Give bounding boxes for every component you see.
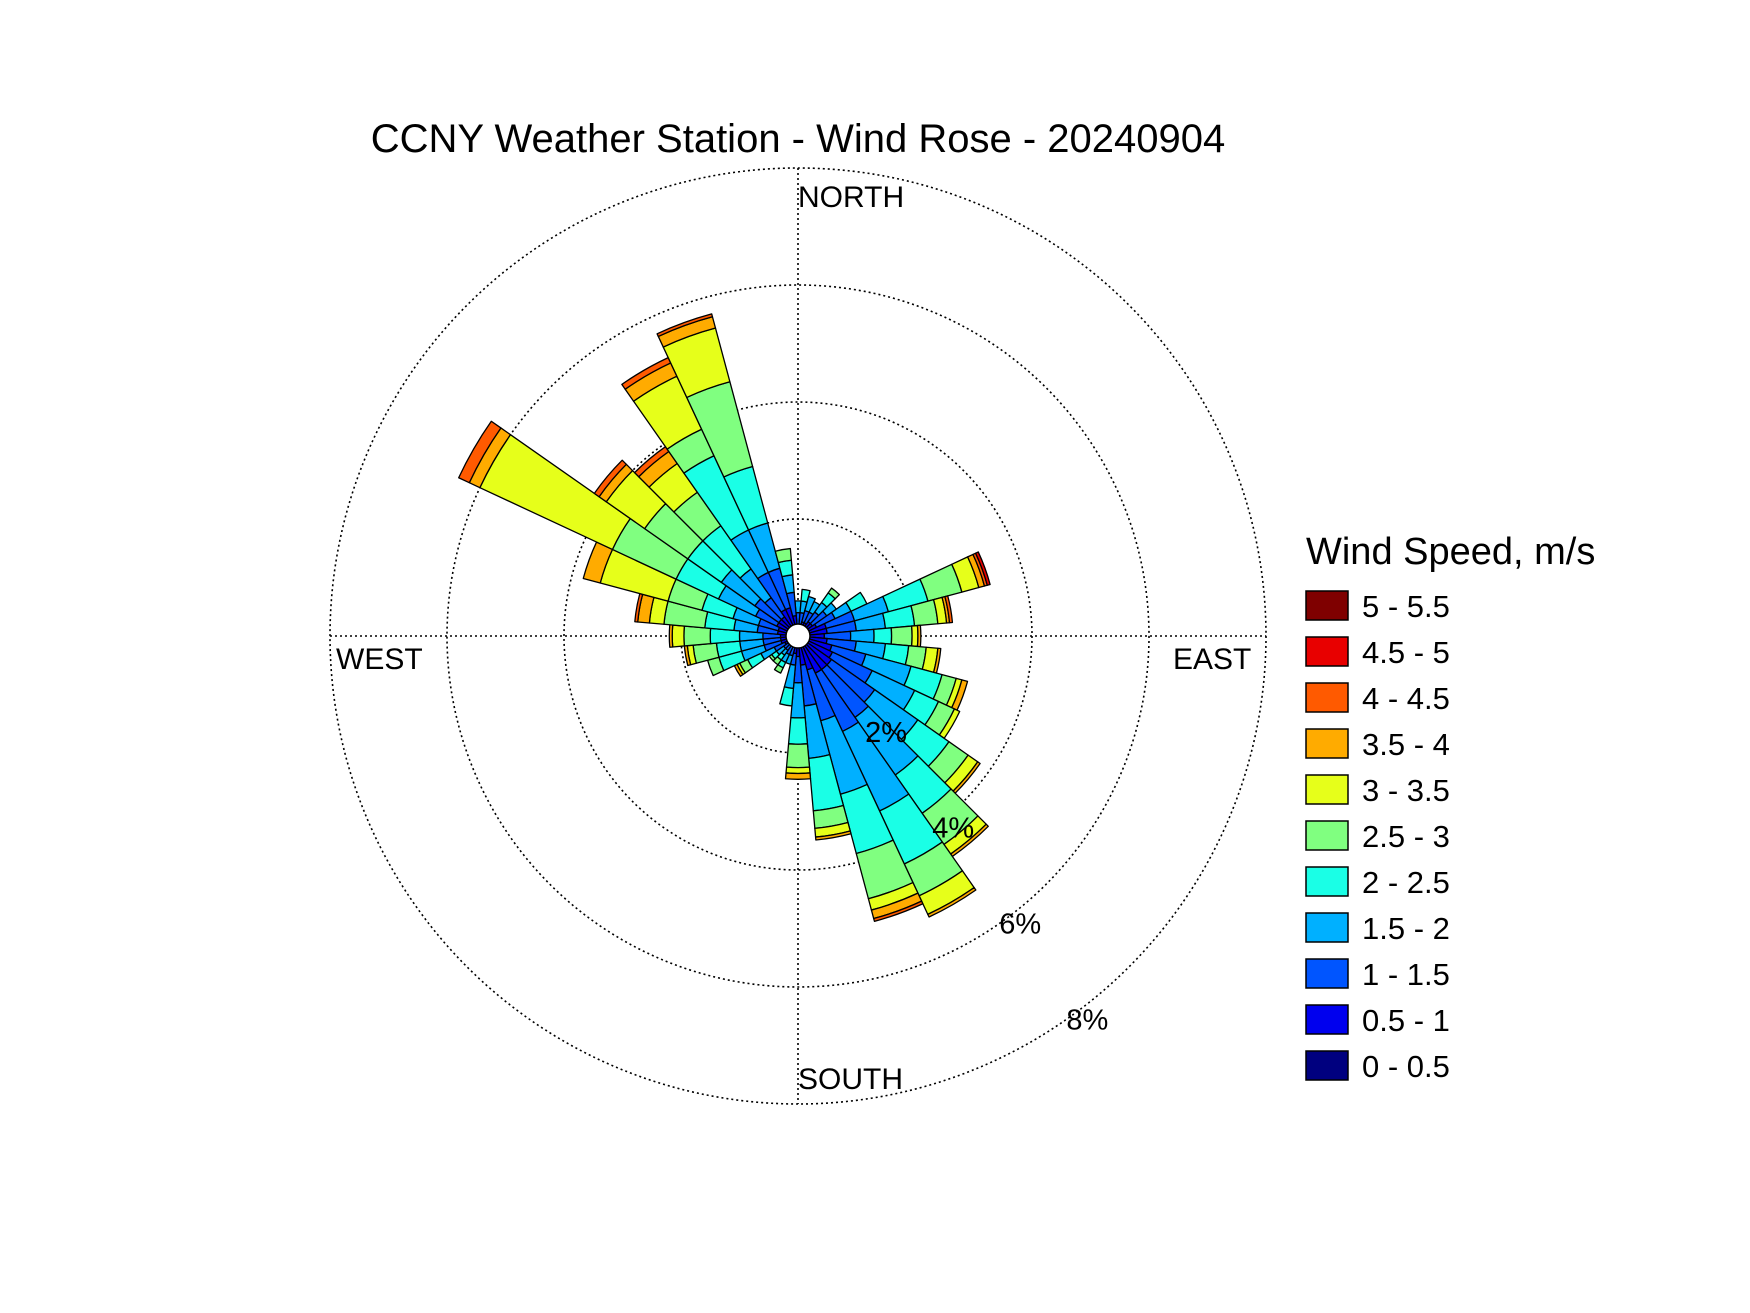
sector-80-bin-8 bbox=[944, 595, 954, 624]
legend-swatch-6 bbox=[1305, 866, 1349, 897]
sector-340-bin-8 bbox=[656, 313, 714, 338]
sector-260 bbox=[683, 635, 799, 667]
sector-190-bin-3 bbox=[783, 663, 797, 690]
sector-330 bbox=[621, 357, 799, 637]
legend-label-1: 4.5 - 5 bbox=[1362, 635, 1450, 670]
legend-swatch-7 bbox=[1305, 912, 1349, 943]
sector-160 bbox=[797, 635, 924, 923]
ring-label-6: 6% bbox=[999, 909, 1041, 941]
legend-label-8: 1 - 1.5 bbox=[1362, 957, 1450, 992]
sector-110 bbox=[797, 635, 969, 711]
legend-swatch-8 bbox=[1305, 958, 1349, 989]
center-hole bbox=[785, 623, 811, 649]
direction-label-south: SOUTH bbox=[798, 1063, 903, 1096]
sector-90-bin-5 bbox=[890, 625, 913, 647]
sector-340 bbox=[656, 313, 799, 637]
legend-label-4: 3 - 3.5 bbox=[1362, 773, 1450, 808]
direction-label-west: WEST bbox=[336, 643, 423, 676]
grid-ring-6 bbox=[446, 284, 1150, 988]
sector-310 bbox=[593, 459, 799, 637]
legend-label-2: 4 - 4.5 bbox=[1362, 681, 1450, 716]
sector-300-bin-8 bbox=[458, 420, 502, 484]
sector-320 bbox=[633, 446, 799, 637]
sector-150-bin-7 bbox=[927, 886, 977, 918]
sector-180-bin-4 bbox=[787, 716, 809, 745]
sector-70-bin-9 bbox=[974, 551, 991, 586]
legend-swatch-0 bbox=[1305, 590, 1349, 621]
legend-label-9: 0.5 - 1 bbox=[1362, 1003, 1450, 1038]
sector-90-bin-6 bbox=[910, 624, 919, 648]
sector-180-bin-7 bbox=[784, 772, 812, 780]
sector-350-bin-5 bbox=[774, 547, 793, 564]
sector-210-bin-5 bbox=[773, 664, 784, 674]
sector-190-bin-4 bbox=[779, 686, 795, 707]
sector-100 bbox=[797, 635, 942, 674]
sector-90-bin-7 bbox=[916, 624, 922, 648]
legend-label-7: 1.5 - 2 bbox=[1362, 911, 1450, 946]
sector-180-bin-6 bbox=[785, 766, 811, 775]
chart-title: CCNY Weather Station - Wind Rose - 20240… bbox=[371, 117, 1226, 161]
sector-310-bin-8 bbox=[593, 459, 627, 498]
center-marker bbox=[785, 623, 811, 649]
sector-270-bin-6 bbox=[671, 624, 686, 648]
legend-swatch-2 bbox=[1305, 682, 1349, 713]
sector-130 bbox=[797, 635, 981, 794]
legend-label-3: 3.5 - 4 bbox=[1362, 727, 1450, 762]
sector-270-bin-7 bbox=[668, 624, 674, 648]
sector-150 bbox=[797, 635, 977, 918]
ring-label-4: 4% bbox=[932, 813, 974, 845]
legend-title: Wind Speed, m/s bbox=[1306, 531, 1595, 573]
sector-160-bin-8 bbox=[873, 900, 924, 923]
ring-label-2: 2% bbox=[865, 717, 907, 749]
sector-90-bin-4 bbox=[873, 627, 893, 645]
legend-swatch-5 bbox=[1305, 820, 1349, 851]
legend-swatch-1 bbox=[1305, 636, 1349, 667]
wind-sectors bbox=[458, 313, 991, 923]
sector-170-bin-7 bbox=[814, 830, 852, 841]
legend-label-10: 0 - 0.5 bbox=[1362, 1049, 1450, 1084]
direction-label-north: NORTH bbox=[798, 181, 904, 214]
sector-40-bin-5 bbox=[827, 587, 841, 600]
ring-labels: 2% 4% 6% 8% bbox=[865, 717, 1108, 1037]
sector-80 bbox=[797, 595, 954, 637]
legend-label-5: 2.5 - 3 bbox=[1362, 819, 1450, 854]
legend-swatch-9 bbox=[1305, 1004, 1349, 1035]
ring-label-8: 8% bbox=[1066, 1004, 1108, 1036]
legend-swatch-3 bbox=[1305, 728, 1349, 759]
legend: Wind Speed, m/s 5 - 5.5 4.5 - 5 4 - 4.5 3.5… bbox=[1305, 531, 1595, 1084]
direction-label-east: EAST bbox=[1173, 643, 1251, 676]
legend-swatch-10 bbox=[1305, 1050, 1349, 1081]
sector-180-bin-5 bbox=[785, 743, 811, 769]
legend-label-6: 2 - 2.5 bbox=[1362, 865, 1450, 900]
sector-350 bbox=[774, 547, 799, 637]
sector-20-bin-3 bbox=[804, 595, 816, 613]
legend-label-0: 5 - 5.5 bbox=[1362, 589, 1450, 624]
sector-270-bin-5 bbox=[683, 625, 712, 647]
sector-300 bbox=[458, 420, 799, 637]
polar-grid bbox=[329, 167, 1267, 1105]
legend-swatch-4 bbox=[1305, 774, 1349, 805]
